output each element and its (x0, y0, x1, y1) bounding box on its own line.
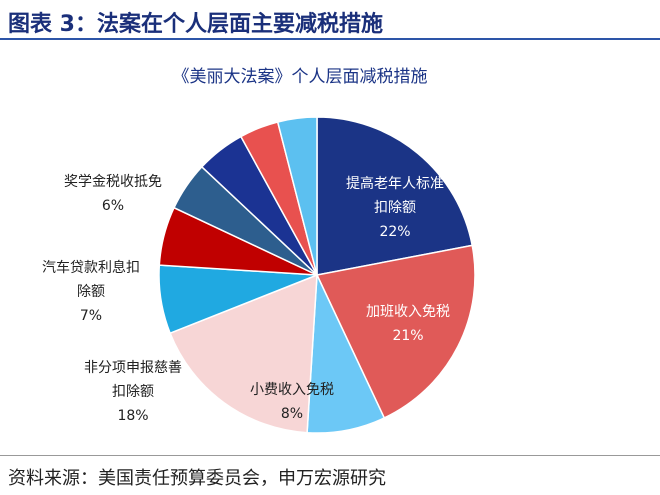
value-label: 22% (379, 224, 411, 240)
value-label: 21% (392, 328, 424, 344)
category-label: 奖学金税收抵免 (64, 174, 162, 190)
pie-slice (315, 244, 476, 419)
chart-title: 《美丽大法案》个人层面减税措施 (172, 67, 428, 87)
data-label: 小费收入免税 8% (237, 378, 347, 426)
pie-slice (276, 116, 318, 276)
footer-rule (0, 455, 660, 456)
value-label: 18% (117, 408, 149, 424)
data-label: 奖学金税收抵免 6% (58, 170, 168, 218)
value-label: 8% (280, 406, 304, 422)
category-label: 加班收入免税 (366, 304, 450, 320)
data-label: 非分项申报慈善扣除额 18% (78, 356, 188, 428)
category-label: 提高老年人标准扣除额 (346, 176, 444, 216)
header-rule (0, 38, 660, 40)
value-label: 7% (79, 308, 103, 324)
data-label: 汽车贷款利息扣除额 7% (36, 256, 146, 328)
category-label: 非分项申报慈善扣除额 (84, 360, 182, 400)
data-label: 加班收入免税 21% (353, 300, 463, 348)
source: 资料来源：美国责任预算委员会，申万宏源研究 (8, 468, 386, 489)
figure-title: 图表 3：法案在个人层面主要减税措施 (8, 12, 383, 37)
data-label: 提高老年人标准扣除额 22% (340, 172, 450, 244)
category-label: 小费收入免税 (250, 382, 334, 398)
pie-slice (316, 116, 474, 276)
category-label: 汽车贷款利息扣除额 (42, 260, 140, 300)
value-label: 6% (101, 198, 125, 214)
pie-slice (169, 273, 318, 434)
